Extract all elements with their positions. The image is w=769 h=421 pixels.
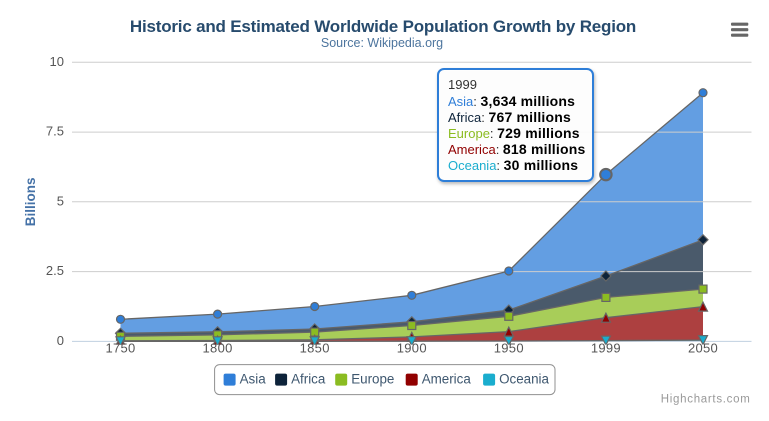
svg-text:7.5: 7.5 xyxy=(46,124,64,139)
svg-text:1800: 1800 xyxy=(203,341,233,356)
svg-text:1999: 1999 xyxy=(591,341,621,356)
svg-text:America: 818 millions: America: 818 millions xyxy=(448,141,585,157)
svg-text:America: America xyxy=(422,372,472,387)
svg-text:Oceania: Oceania xyxy=(499,372,549,387)
svg-text:2050: 2050 xyxy=(688,341,718,356)
svg-text:Historic and Estimated Worldwi: Historic and Estimated Worldwide Populat… xyxy=(130,17,636,36)
svg-text:Europe: Europe xyxy=(351,372,394,387)
svg-text:2.5: 2.5 xyxy=(46,263,64,278)
svg-text:Europe: 729 millions: Europe: 729 millions xyxy=(448,125,580,141)
svg-text:10: 10 xyxy=(50,54,64,69)
svg-text:1850: 1850 xyxy=(300,341,330,356)
svg-text:0: 0 xyxy=(57,333,64,348)
svg-text:1750: 1750 xyxy=(105,341,135,356)
svg-text:Oceania: 30 millions: Oceania: 30 millions xyxy=(448,157,578,173)
svg-text:Source: Wikipedia.org: Source: Wikipedia.org xyxy=(321,36,443,50)
svg-text:5: 5 xyxy=(57,193,64,208)
svg-text:Africa: Africa xyxy=(291,372,326,387)
svg-text:1950: 1950 xyxy=(494,341,524,356)
svg-text:1900: 1900 xyxy=(397,341,427,356)
svg-text:Billions: Billions xyxy=(23,177,38,226)
svg-text:Africa: 767 millions: Africa: 767 millions xyxy=(448,109,571,125)
svg-text:Asia: Asia xyxy=(240,372,267,387)
svg-text:Asia: 3,634 millions: Asia: 3,634 millions xyxy=(448,93,575,109)
svg-text:Highcharts.com: Highcharts.com xyxy=(661,394,751,406)
svg-text:1999: 1999 xyxy=(448,77,477,92)
